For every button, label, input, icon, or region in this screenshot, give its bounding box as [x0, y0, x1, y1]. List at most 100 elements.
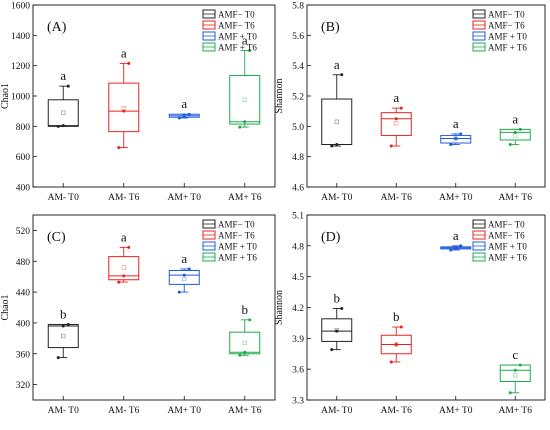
significance-letter: a — [181, 251, 187, 266]
data-point — [66, 84, 70, 88]
data-point — [394, 343, 398, 346]
significance-letter: b — [334, 291, 341, 306]
mean-marker — [453, 245, 458, 250]
y-tick-label: 4.5 — [292, 273, 304, 283]
x-tick-label: AM+ T0 — [168, 193, 202, 203]
legend-label: AMF− T0 — [488, 220, 525, 230]
y-tick-label: 5.1 — [292, 212, 304, 222]
x-tick-label: AM- T6 — [381, 406, 412, 416]
y-tick-label: 440 — [16, 289, 31, 299]
data-point — [513, 368, 517, 372]
chart-panel-1: 400 600 800 1000 1200 1400 1600 AM- T0 AM- T6 AM+… — [0, 2, 276, 203]
panel-label: (A) — [47, 20, 67, 35]
data-point — [182, 273, 186, 277]
data-point — [243, 120, 247, 124]
data-point — [182, 114, 186, 118]
data-point — [127, 61, 131, 65]
y-tick-label: 5.2 — [292, 93, 304, 103]
significance-letter: a — [60, 68, 66, 83]
significance-letter: a — [181, 96, 187, 111]
legend-label: AMF− T6 — [218, 231, 255, 241]
data-point — [122, 274, 126, 278]
y-tick-label: 3.3 — [292, 397, 304, 407]
box — [108, 82, 140, 133]
data-point — [459, 244, 463, 248]
data-point — [66, 322, 70, 326]
significance-letter: b — [242, 302, 249, 317]
data-point — [248, 318, 252, 322]
data-point — [449, 248, 453, 252]
x-tick-label: AM- T6 — [381, 193, 412, 203]
panel-label: (C) — [47, 230, 66, 245]
significance-letter: a — [453, 116, 459, 131]
data-point — [449, 143, 453, 147]
data-point — [389, 360, 393, 364]
box — [380, 112, 412, 136]
y-axis-title: Shannon — [274, 79, 285, 114]
chart-panel-2: 4.6 4.8 5.0 5.2 5.4 5.6 5.8 AM- T0 AM- T6 AM+ T0 A… — [274, 2, 546, 203]
y-tick-label: 1400 — [11, 32, 30, 42]
x-tick-label: AM- T6 — [108, 193, 139, 203]
mean-marker — [242, 97, 247, 102]
y-tick-label: 4.6 — [292, 184, 304, 194]
data-point — [394, 117, 398, 121]
x-tick-label: AM- T6 — [108, 406, 139, 416]
data-point — [330, 348, 334, 352]
legend-label: AMF− T6 — [488, 21, 525, 31]
data-point — [330, 144, 334, 148]
y-tick-label: 4.8 — [292, 153, 304, 163]
data-point — [454, 136, 458, 140]
data-point — [399, 325, 403, 329]
y-tick-label: 480 — [16, 258, 31, 268]
data-point — [187, 267, 191, 271]
data-point — [454, 246, 458, 250]
mean-marker — [394, 342, 399, 347]
x-tick-label: AM+ T6 — [228, 406, 262, 416]
y-tick-label: 5.6 — [292, 32, 304, 42]
mean-marker — [242, 340, 247, 346]
data-point — [122, 109, 126, 113]
significance-letter: c — [512, 347, 518, 362]
legend-label: AMF− T6 — [488, 231, 525, 241]
mean-marker — [182, 276, 187, 282]
box — [321, 98, 353, 146]
plot-frame — [32, 214, 276, 401]
data-point — [399, 106, 403, 110]
data-point — [238, 125, 242, 129]
y-tick-label: 5.4 — [292, 62, 304, 72]
y-axis-title: Chao1 — [0, 294, 11, 320]
x-tick-label: AM+ T0 — [439, 406, 473, 416]
legend-label: AMF + T6 — [218, 43, 257, 53]
y-tick-label: 3.6 — [292, 366, 304, 376]
data-point — [56, 356, 60, 360]
y-tick-label: 4.8 — [292, 242, 304, 252]
y-tick-label: 3.9 — [292, 335, 304, 345]
legend-label: AMF− T0 — [488, 10, 525, 20]
data-point — [117, 146, 121, 150]
significance-letter: a — [121, 45, 127, 60]
y-tick-label: 600 — [16, 153, 31, 163]
y-axis-title: Chao1 — [0, 83, 11, 109]
data-point — [243, 350, 247, 354]
data-point — [335, 329, 339, 333]
data-point — [248, 49, 252, 52]
data-point — [61, 124, 65, 128]
legend-label: AMF + T6 — [218, 253, 257, 263]
box — [440, 134, 472, 144]
y-tick-label: 4.2 — [292, 304, 304, 314]
box — [47, 99, 79, 127]
data-point — [117, 280, 121, 284]
legend-label: AMF + T0 — [218, 32, 257, 42]
legend-label: AMF + T6 — [488, 43, 527, 53]
data-point — [177, 290, 181, 294]
data-point — [340, 307, 344, 311]
mean-marker — [453, 136, 458, 141]
box — [499, 128, 531, 141]
legend-label: AMF + T0 — [488, 32, 527, 42]
data-point — [340, 73, 344, 77]
x-tick-label: AM+ T0 — [168, 406, 202, 416]
